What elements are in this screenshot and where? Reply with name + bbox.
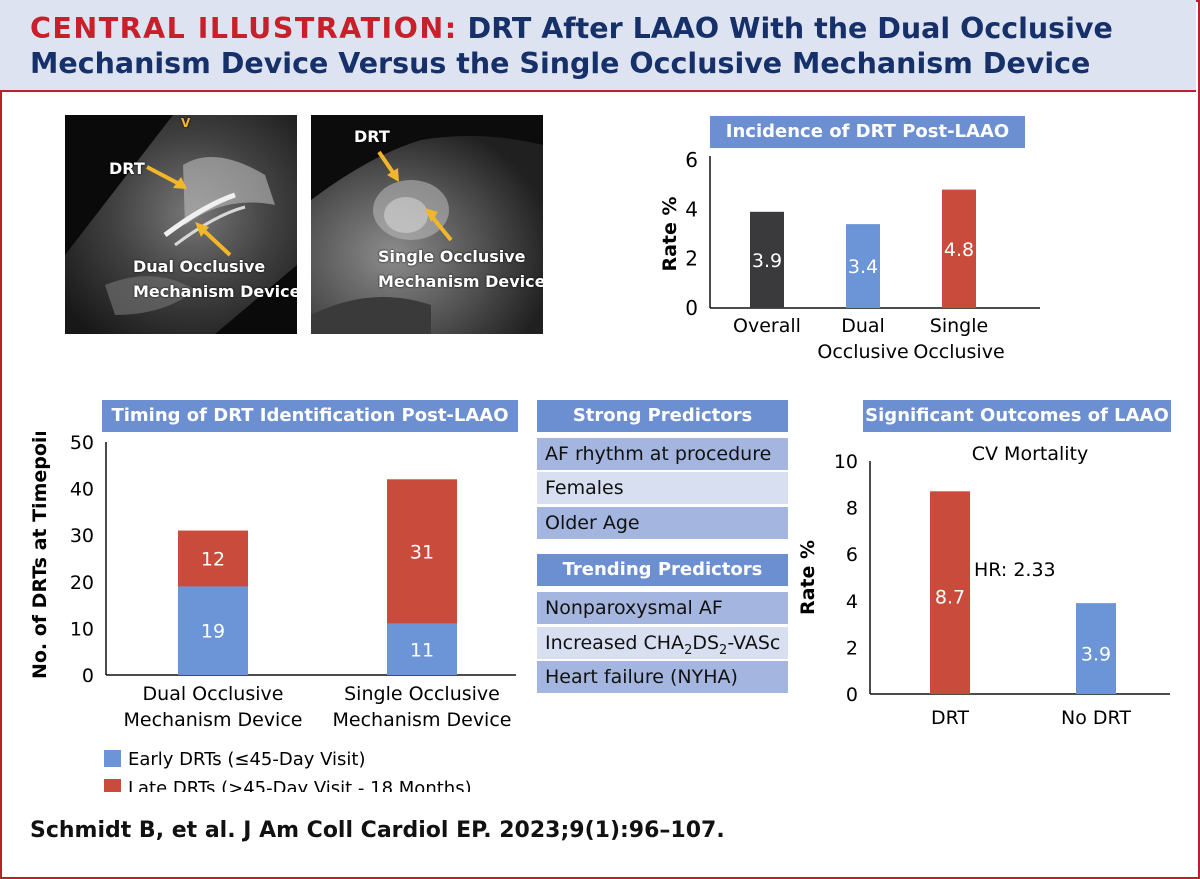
hazard-ratio-annotation: HR: 2.33: [974, 559, 1056, 581]
citation: Schmidt B, et al. J Am Coll Cardiol EP. …: [30, 818, 725, 843]
strong-predictor-item: Older Age: [537, 507, 788, 539]
title-line-2: Mechanism Device Versus the Single Occlu…: [30, 47, 1091, 80]
bar: [1076, 603, 1116, 694]
x-tick-label: Dual Occlusive: [143, 683, 284, 705]
outcomes-chart-title: Significant Outcomes of LAAO: [863, 400, 1171, 432]
incidence-chart: 0 2 4 6 Rate % 3.9 Overall 3.4 Dual Occlusive 4.8 S…: [659, 150, 1040, 363]
incidence-chart-title: Incidence of DRT Post-LAAO: [710, 116, 1025, 148]
echo-marker-v: V: [181, 116, 191, 130]
trending-predictor-item-chads: Increased CHA2DS2-VASc: [537, 627, 788, 659]
x-tick-label: Single: [930, 315, 988, 337]
y-tick-label: 8: [846, 498, 858, 520]
title-line-1: DRT After LAAO With the Dual Occlusive: [467, 12, 1113, 45]
timing-chart: 0 10 20 30 40 50 No. of DRTs at Timepoint 19 12 D…: [29, 432, 516, 792]
echo-label-drt: DRT: [109, 159, 145, 178]
y-tick-label: 0: [685, 296, 698, 320]
x-tick-label: No DRT: [1061, 707, 1131, 729]
chads-prefix: Increased CHA: [545, 632, 685, 654]
bar-value-label: 3.9: [752, 250, 782, 272]
figure-title: CENTRAL ILLUSTRATION: DRT After LAAO Wit…: [30, 11, 1113, 81]
x-tick-label: Single Occlusive: [344, 683, 500, 705]
chads-sub2: 2: [719, 642, 728, 658]
chads-suffix: -VASc: [727, 632, 781, 654]
y-tick-label: 0: [82, 665, 94, 687]
echo-label-drt: DRT: [354, 127, 390, 146]
y-tick-label: 10: [834, 451, 858, 473]
bar-value-label: 31: [410, 542, 434, 564]
echo-label-device-line2: Mechanism Device: [133, 282, 297, 301]
y-tick-label: 4: [846, 591, 858, 613]
y-tick-label: 50: [70, 432, 94, 454]
y-tick-label: 20: [70, 572, 94, 594]
y-tick-label: 6: [846, 544, 858, 566]
y-axis-title: No. of DRTs at Timepoint: [29, 432, 51, 679]
y-tick-label: 0: [846, 684, 858, 706]
legend-swatch: [104, 779, 121, 792]
stacked-bar-segment: [387, 479, 457, 624]
bar-value-label: 8.7: [935, 587, 965, 609]
x-tick-label: Occlusive: [817, 341, 908, 363]
outcomes-chart: 0 2 4 6 8 10 Rate % CV Mortality 8.7 DRT 3.9 No DRT…: [797, 443, 1170, 729]
y-tick-label: 2: [685, 247, 698, 271]
bar-value-label: 3.9: [1081, 644, 1111, 666]
bar-value-label: 11: [410, 639, 434, 661]
x-tick-label: Dual: [841, 315, 885, 337]
figure-header: CENTRAL ILLUSTRATION: DRT After LAAO Wit…: [0, 0, 1196, 92]
y-axis-title: Rate %: [659, 196, 681, 271]
trending-predictor-item: Heart failure (NYHA): [537, 661, 788, 693]
strong-predictor-item: Females: [537, 472, 788, 504]
stacked-bar-segment: [178, 586, 248, 675]
x-tick-label: Mechanism Device: [333, 709, 512, 731]
y-tick-label: 2: [846, 637, 858, 659]
bar-value-label: 3.4: [848, 256, 878, 278]
echo-image-dual: V DRT Dual Occlusive Mechanism Device: [65, 115, 297, 334]
timing-chart-title: Timing of DRT Identification Post-LAAO: [102, 400, 518, 432]
chads-mid: DS: [692, 632, 720, 654]
echo-image-single: DRT Single Occlusive Mechanism Device: [311, 115, 543, 334]
y-tick-label: 40: [70, 479, 94, 501]
chart-subtitle: CV Mortality: [972, 443, 1088, 465]
x-tick-label: DRT: [931, 707, 969, 729]
bar: [942, 189, 976, 308]
legend-swatch: [104, 750, 121, 767]
stacked-bar-segment: [178, 530, 248, 587]
trending-predictor-item: Nonparoxysmal AF: [537, 592, 788, 624]
legend-label: Late DRTs (>45-Day Visit - 18 Months): [128, 778, 472, 792]
x-tick-label: Occlusive: [913, 341, 1004, 363]
echo-label-device-line1: Single Occlusive: [378, 247, 526, 266]
y-tick-label: 30: [70, 525, 94, 547]
bar: [750, 211, 784, 308]
echo-label-device-line1: Dual Occlusive: [133, 257, 266, 276]
y-tick-label: 4: [685, 197, 698, 221]
strong-predictors-title: Strong Predictors: [537, 400, 788, 432]
bar-value-label: 19: [201, 621, 225, 643]
trending-predictors-title: Trending Predictors: [537, 554, 788, 586]
legend-label: Early DRTs (≤45-Day Visit): [128, 749, 366, 770]
bar-value-label: 4.8: [944, 239, 974, 261]
x-tick-label: Mechanism Device: [124, 709, 303, 731]
title-lead: CENTRAL ILLUSTRATION:: [30, 12, 458, 45]
stacked-bar-segment: [387, 623, 457, 675]
y-tick-label: 6: [685, 150, 698, 172]
x-tick-label: Overall: [733, 315, 801, 337]
y-axis-title: Rate %: [797, 540, 819, 615]
echo-label-device-line2: Mechanism Device: [378, 272, 543, 291]
bar: [846, 224, 880, 308]
y-tick-label: 10: [70, 618, 94, 640]
bar-value-label: 12: [201, 549, 225, 571]
strong-predictor-item: AF rhythm at procedure: [537, 438, 788, 470]
chads-sub1: 2: [684, 642, 693, 658]
bar: [930, 491, 970, 694]
